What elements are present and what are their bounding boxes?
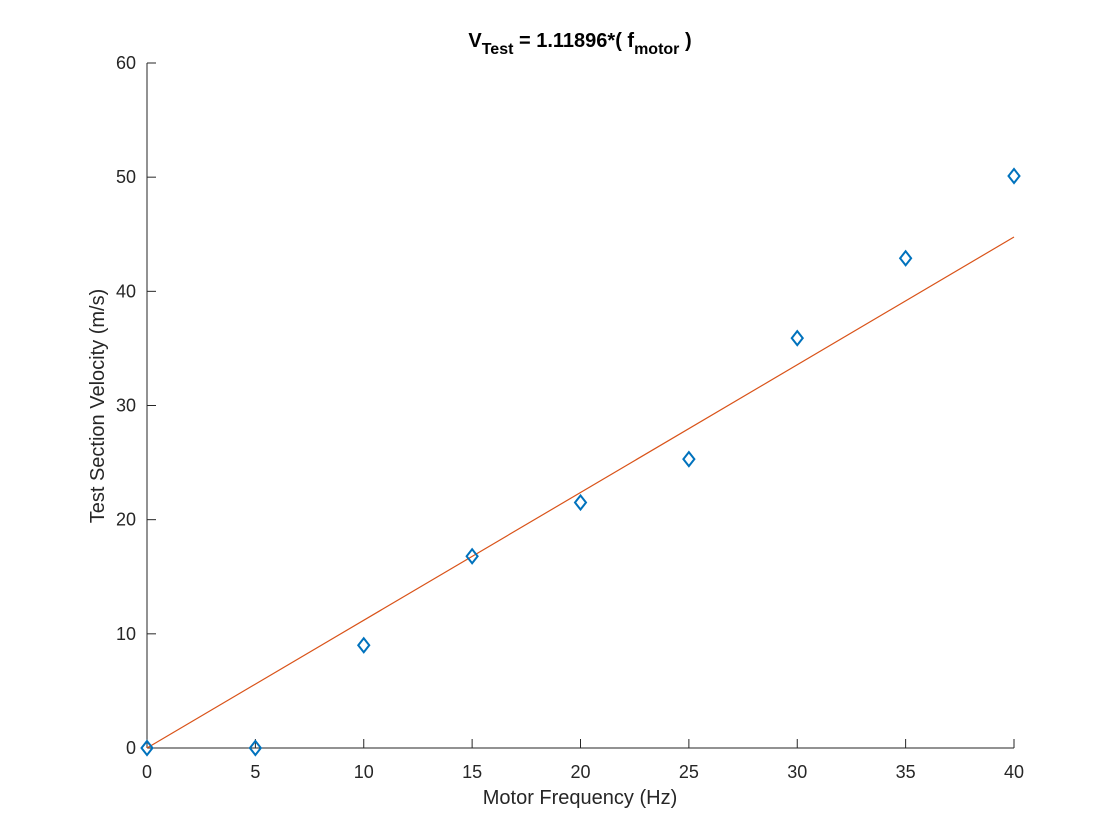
data-point	[682, 450, 696, 468]
x-tick-label: 40	[1004, 762, 1024, 782]
title-f-subscript: motor	[634, 41, 679, 58]
x-tick-label: 20	[570, 762, 590, 782]
x-axis-label: Motor Frequency (Hz)	[483, 787, 678, 809]
x-tick-label: 25	[679, 762, 699, 782]
y-tick-label: 0	[126, 738, 136, 758]
axes: 0 5 10 15 20 25 30 35 40 0 10 20 30 40 50 60	[116, 53, 1024, 782]
y-tick-label: 60	[116, 53, 136, 73]
data-point	[573, 493, 588, 512]
data-point	[248, 739, 263, 757]
title-end: )	[679, 30, 691, 52]
data-points	[140, 167, 1021, 757]
data-point	[140, 739, 154, 757]
fit-line	[146, 236, 1015, 749]
data-point	[790, 329, 805, 347]
x-tick-label: 15	[462, 762, 482, 782]
y-axis-label: Test Section Velocity (m/s)	[87, 289, 109, 524]
x-tick-label: 30	[787, 762, 807, 782]
x-tick-label: 0	[142, 762, 152, 782]
data-point	[465, 547, 479, 565]
x-tick-label: 10	[354, 762, 374, 782]
y-tick-label: 20	[116, 510, 136, 530]
x-tick-label: 35	[896, 762, 916, 782]
data-point	[898, 249, 913, 267]
y-tick-label: 10	[116, 624, 136, 644]
fit-line-group	[146, 236, 1015, 749]
title-v: V	[468, 30, 482, 52]
y-tick-label: 40	[116, 281, 136, 301]
chart-title: VTest = 1.11896*( fmotor )	[468, 30, 691, 58]
y-tick-label: 30	[116, 396, 136, 416]
y-tick-label: 50	[116, 167, 136, 187]
title-v-subscript: Test	[482, 41, 514, 58]
title-middle: = 1.11896*( f	[513, 30, 634, 52]
data-point	[1007, 167, 1021, 185]
x-tick-label: 5	[250, 762, 260, 782]
data-point	[356, 636, 371, 654]
